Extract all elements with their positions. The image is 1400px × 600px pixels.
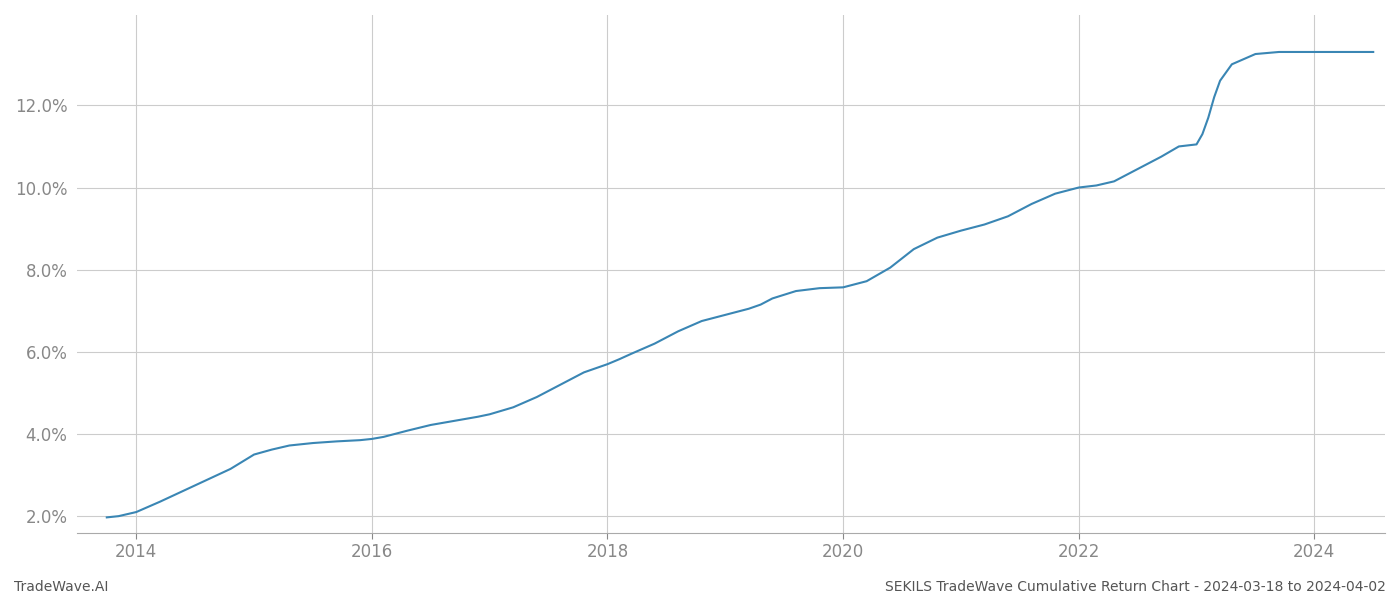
Text: TradeWave.AI: TradeWave.AI [14, 580, 108, 594]
Text: SEKILS TradeWave Cumulative Return Chart - 2024-03-18 to 2024-04-02: SEKILS TradeWave Cumulative Return Chart… [885, 580, 1386, 594]
